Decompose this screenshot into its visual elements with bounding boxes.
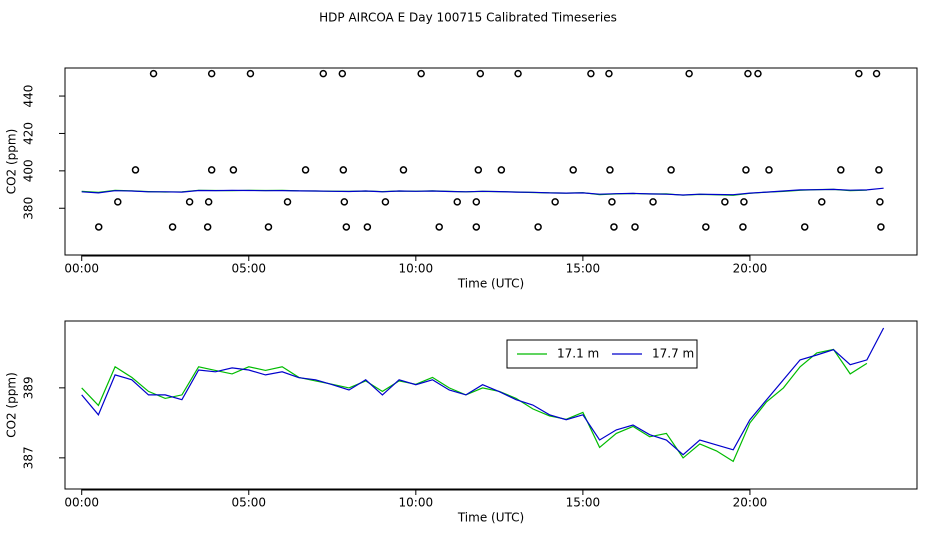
flag-point: [649, 198, 657, 206]
y-tick-label: 380: [22, 197, 36, 220]
flag-point: [94, 223, 103, 231]
flag-point: [435, 223, 443, 231]
flag-point: [338, 69, 347, 78]
flag-point: [476, 69, 485, 78]
flag-point: [168, 223, 177, 231]
x-tick-label: 10:00: [399, 496, 434, 510]
flag-point: [569, 166, 577, 174]
flag-point: [149, 69, 158, 78]
flag-point: [246, 69, 255, 78]
x-tick-label: 05:00: [231, 262, 266, 276]
flag-point: [610, 223, 618, 231]
flag-point: [800, 223, 809, 231]
flag-point: [131, 166, 140, 174]
flag-point: [742, 166, 750, 174]
flag-point: [363, 223, 372, 231]
flag-point: [514, 69, 522, 78]
flag-point: [340, 198, 349, 206]
legend-label: 17.1 m: [557, 347, 599, 361]
flag-point: [453, 198, 462, 206]
flag-point: [739, 223, 747, 231]
flag-point: [497, 166, 506, 174]
chart-title: HDP AIRCOA E Day 100715 Calibrated Times…: [319, 11, 617, 25]
flag-point: [631, 223, 639, 231]
flag-point: [721, 198, 729, 206]
flag-point: [608, 198, 616, 206]
flag-point: [876, 198, 884, 206]
x-axis-title: Time (UTC): [457, 277, 524, 291]
flag-point: [207, 69, 216, 78]
flag-point: [204, 198, 213, 206]
x-tick-label: 20:00: [733, 262, 768, 276]
flag-point: [417, 69, 425, 78]
legend-label: 17.7 m: [652, 347, 694, 361]
data-line: [81, 327, 885, 456]
x-tick-label: 20:00: [733, 496, 768, 510]
flag-point: [399, 166, 408, 174]
x-tick-label: 15:00: [566, 262, 601, 276]
plot-box: [64, 320, 918, 490]
flag-point: [587, 69, 595, 78]
flag-point: [818, 198, 826, 206]
flag-point: [283, 198, 292, 206]
flag-point: [319, 69, 328, 78]
flag-point: [203, 223, 212, 231]
flag-point: [685, 69, 693, 78]
flag-point: [185, 198, 194, 206]
x-axis-title: Time (UTC): [457, 511, 524, 525]
flag-point: [740, 198, 748, 206]
flag-point: [877, 223, 885, 231]
x-tick-label: 00:00: [64, 496, 99, 510]
y-axis-title: CO2 (ppm): [5, 372, 19, 438]
flag-point: [702, 223, 710, 231]
flag-point: [875, 166, 883, 174]
y-axis-title: CO2 (ppm): [5, 129, 19, 195]
x-tick-label: 05:00: [231, 496, 266, 510]
flag-point: [472, 223, 481, 231]
flag-point: [765, 166, 773, 174]
y-tick-label: 387: [22, 446, 36, 469]
data-line: [81, 187, 884, 196]
flag-point: [342, 223, 351, 231]
flag-point: [301, 166, 310, 174]
flag-point: [744, 69, 752, 78]
data-line: [81, 348, 868, 463]
flag-point: [264, 223, 273, 231]
flag-point: [114, 198, 122, 206]
flag-point: [339, 166, 348, 174]
flag-point: [207, 166, 216, 174]
flag-point: [872, 69, 881, 78]
x-tick-label: 00:00: [64, 262, 99, 276]
flag-point: [381, 198, 390, 206]
plot-box: [64, 67, 918, 256]
flag-point: [551, 198, 559, 206]
flag-point: [855, 69, 863, 78]
flag-point: [837, 166, 845, 174]
flag-point: [472, 198, 481, 206]
y-tick-label: 440: [22, 85, 36, 108]
flag-point: [667, 166, 675, 174]
y-tick-label: 389: [22, 376, 36, 399]
y-tick-label: 420: [22, 122, 36, 145]
flag-point: [754, 69, 762, 78]
flag-point: [229, 166, 238, 174]
flag-point: [534, 223, 542, 231]
flag-point: [606, 166, 614, 174]
flag-point: [605, 69, 613, 78]
flag-point: [474, 166, 483, 174]
x-tick-label: 10:00: [399, 262, 434, 276]
y-tick-label: 400: [22, 159, 36, 182]
x-tick-label: 15:00: [566, 496, 601, 510]
